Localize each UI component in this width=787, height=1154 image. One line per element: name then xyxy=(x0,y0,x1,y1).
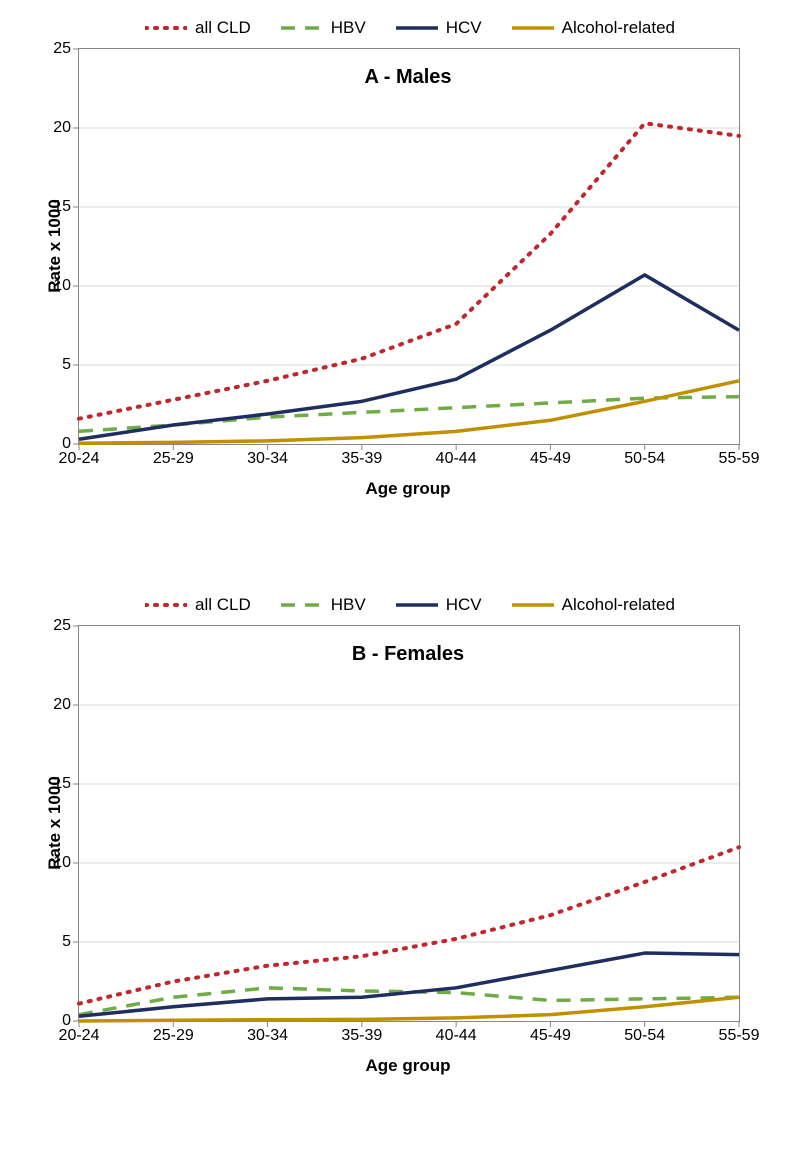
legend-swatch xyxy=(281,595,323,615)
y-tick-label: 5 xyxy=(62,933,79,951)
figure-container: all CLD HBV HCV Alcohol-related 051015202520… xyxy=(0,0,787,1154)
y-tick-label: 20 xyxy=(53,119,79,137)
x-tick-label: 20-24 xyxy=(59,1021,100,1045)
series-line xyxy=(79,275,739,439)
plot-area: 051015202520-2425-2930-3435-3940-4445-49… xyxy=(78,48,740,445)
legend: all CLD HBV HCV Alcohol-related xyxy=(60,8,760,43)
legend-swatch xyxy=(145,595,187,615)
legend-swatch xyxy=(396,595,438,615)
x-tick-label: 55-59 xyxy=(719,1021,760,1045)
x-tick-label: 40-44 xyxy=(436,444,477,468)
x-axis-label: Age group xyxy=(78,479,738,499)
chart-title: A - Males xyxy=(78,66,738,89)
series-line xyxy=(79,847,739,1003)
legend-label: HCV xyxy=(446,595,482,615)
chart-svg xyxy=(79,49,739,444)
y-tick-label: 20 xyxy=(53,696,79,714)
x-tick-label: 25-29 xyxy=(153,444,194,468)
x-tick-label: 25-29 xyxy=(153,1021,194,1045)
x-tick-label: 45-49 xyxy=(530,1021,571,1045)
y-tick-label: 5 xyxy=(62,356,79,374)
legend-swatch xyxy=(396,18,438,38)
chart-panel: 051015202520-2425-2930-3435-3940-4445-49… xyxy=(0,48,787,563)
legend-item: all CLD xyxy=(145,595,251,615)
legend-swatch xyxy=(512,595,554,615)
x-tick-label: 35-39 xyxy=(341,444,382,468)
legend-label: HBV xyxy=(331,595,366,615)
legend-swatch xyxy=(512,18,554,38)
y-tick-label: 25 xyxy=(53,40,79,58)
legend-item: HCV xyxy=(396,595,482,615)
x-tick-label: 30-34 xyxy=(247,1021,288,1045)
legend-item: Alcohol-related xyxy=(512,18,675,38)
legend-label: HBV xyxy=(331,18,366,38)
x-tick-label: 20-24 xyxy=(59,444,100,468)
legend-item: HCV xyxy=(396,18,482,38)
x-tick-label: 30-34 xyxy=(247,444,288,468)
x-axis-label: Age group xyxy=(78,1056,738,1076)
legend-label: Alcohol-related xyxy=(562,595,675,615)
y-axis-label: Rate x 1000 xyxy=(45,776,65,870)
series-line xyxy=(79,123,739,418)
x-tick-label: 45-49 xyxy=(530,444,571,468)
chart-panel: 051015202520-2425-2930-3435-3940-4445-49… xyxy=(0,625,787,1140)
legend-label: Alcohol-related xyxy=(562,18,675,38)
legend-label: all CLD xyxy=(195,595,251,615)
legend-label: all CLD xyxy=(195,18,251,38)
chart-svg xyxy=(79,626,739,1021)
legend: all CLD HBV HCV Alcohol-related xyxy=(60,585,760,620)
x-tick-label: 50-54 xyxy=(624,444,665,468)
legend-item: Alcohol-related xyxy=(512,595,675,615)
x-tick-label: 35-39 xyxy=(341,1021,382,1045)
legend-item: HBV xyxy=(281,18,366,38)
series-line xyxy=(79,997,739,1021)
legend-swatch xyxy=(145,18,187,38)
legend-item: all CLD xyxy=(145,18,251,38)
chart-title: B - Females xyxy=(78,643,738,666)
y-axis-label: Rate x 1000 xyxy=(45,199,65,293)
x-tick-label: 40-44 xyxy=(436,1021,477,1045)
legend-swatch xyxy=(281,18,323,38)
legend-item: HBV xyxy=(281,595,366,615)
x-tick-label: 50-54 xyxy=(624,1021,665,1045)
legend-label: HCV xyxy=(446,18,482,38)
y-tick-label: 25 xyxy=(53,617,79,635)
plot-area: 051015202520-2425-2930-3435-3940-4445-49… xyxy=(78,625,740,1022)
x-tick-label: 55-59 xyxy=(719,444,760,468)
